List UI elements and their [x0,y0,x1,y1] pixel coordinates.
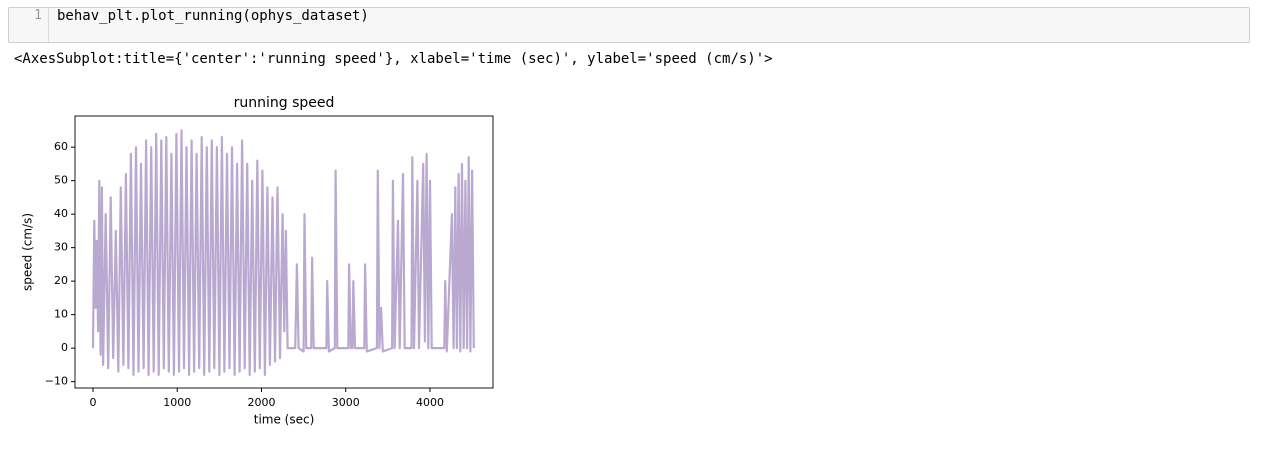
x-tick-label: 0 [90,396,97,409]
x-axis-label: time (sec) [254,413,315,427]
x-tick-label: 1000 [163,396,191,409]
chart: running speed time (sec) speed (cm/s) −1… [21,95,494,427]
code-text: behav_plt.plot_running(ophys_dataset) [57,8,369,24]
axes-frame [74,115,494,389]
y-tick-label: −10 [45,375,68,388]
chart-title: running speed [234,95,335,111]
y-tick-label: 20 [54,274,68,287]
y-tick-label: 30 [54,241,68,254]
x-tick-label: 3000 [332,396,360,409]
x-tick-label: 2000 [248,396,276,409]
line-number: 1 [9,8,49,42]
y-tick-label: 60 [54,140,68,153]
x-tick-label: 4000 [416,396,444,409]
y-axis-label: speed (cm/s) [21,213,35,291]
speed-line [91,129,475,376]
y-tick-label: 0 [61,341,68,354]
output-text: <AxesSubplot:title={'center':'running sp… [14,51,773,67]
code-cell[interactable]: 1 behav_plt.plot_running(ophys_dataset) [8,7,1250,43]
y-tick-label: 40 [54,207,68,220]
y-tick-label: 50 [54,174,68,187]
y-tick-label: 10 [54,308,68,321]
